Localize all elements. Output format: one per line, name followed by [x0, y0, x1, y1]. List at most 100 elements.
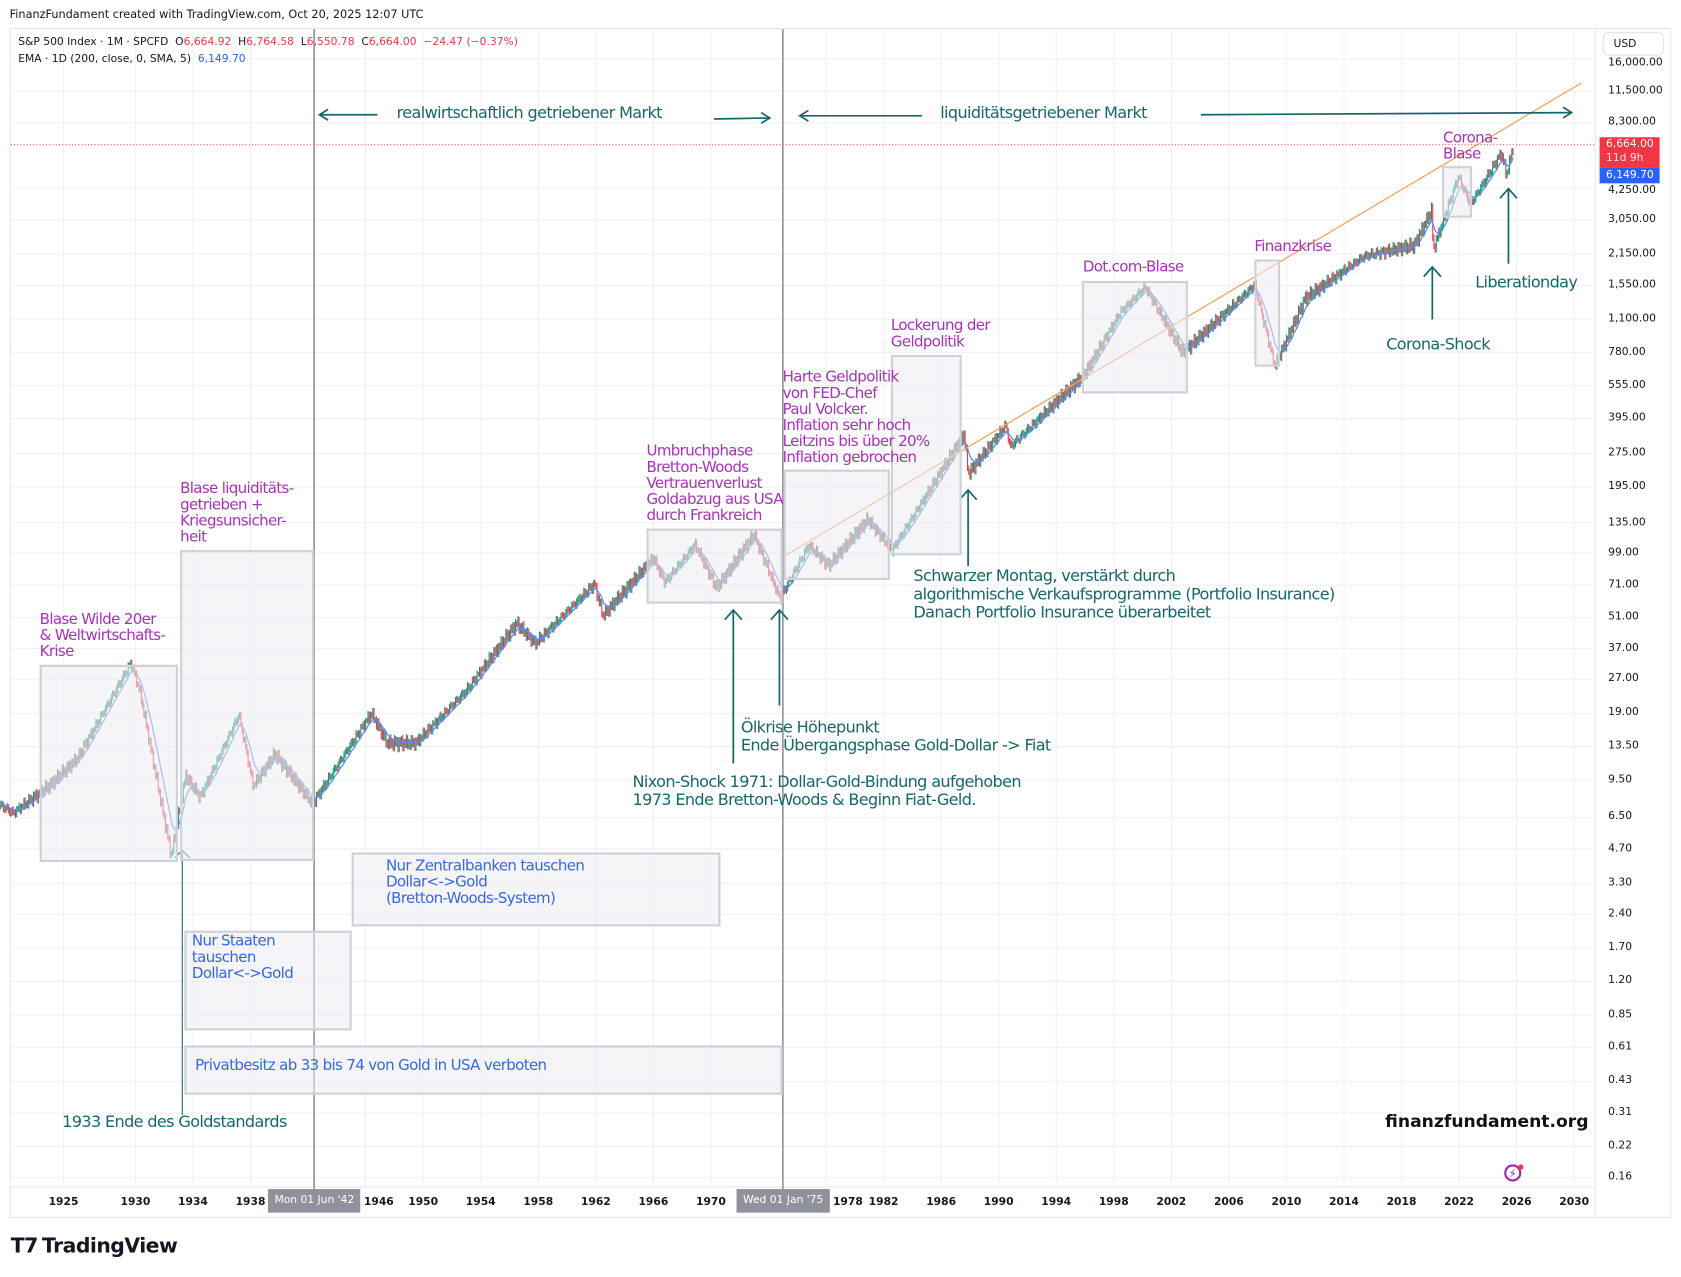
time-tick-label: 1986 — [926, 1196, 957, 1209]
arrows — [174, 106, 1574, 1116]
time-tick-label: 1934 — [178, 1196, 208, 1209]
label-oelkrise: Ölkrise Höhepunkt Ende Übergangsphase Go… — [740, 717, 1051, 755]
symbol-legend[interactable]: S&P 500 Index · 1M · SPCFD O6,664.92 H6,… — [18, 36, 518, 48]
price-tick-label: 0.22 — [1608, 1139, 1633, 1152]
label-corona-shock: Corona-Shock — [1386, 334, 1490, 354]
box-dotcom — [1081, 280, 1188, 394]
currency-button[interactable]: USD — [1602, 32, 1664, 56]
high-value: 6,764.58 — [246, 36, 294, 49]
tradingview-logo[interactable]: 𝗧𝟳 TradingView — [11, 1234, 178, 1258]
time-tick-label: 2010 — [1271, 1196, 1302, 1209]
price-tick-label: 135.00 — [1608, 516, 1646, 529]
arrow-left-real — [317, 108, 378, 121]
ema-value: 6,149.70 — [197, 53, 246, 66]
price-tick-label: 6.50 — [1608, 811, 1633, 823]
notification-dot — [1518, 1164, 1524, 1170]
price-tick-label: 1.70 — [1608, 941, 1633, 954]
time-tick-label: 1930 — [120, 1196, 151, 1209]
label-realwirtschaft: realwirtschaftlich getriebener Markt — [396, 102, 663, 123]
tradingview-brand: TradingView — [42, 1234, 178, 1258]
price-tick-label: 16,000.00 — [1608, 56, 1663, 69]
bar-countdown: 11d 9h — [1606, 152, 1644, 165]
price-tick-label: 3.30 — [1608, 876, 1633, 889]
price-tick-label: 2,150.00 — [1608, 247, 1656, 260]
label-goldstandard: 1933 Ende des Goldstandards — [62, 1111, 287, 1132]
box-umbruch — [646, 528, 783, 604]
time-tick-label: 2014 — [1329, 1196, 1359, 1209]
open-value: 6,664.92 — [183, 36, 232, 49]
close-value: 6,664.00 — [368, 36, 417, 49]
box-corona-blase — [1441, 166, 1472, 218]
label-lockerung: Lockerung der Geldpolitik — [890, 317, 991, 351]
price-tick-label: 71.00 — [1608, 578, 1639, 591]
price-tick-label: 19.00 — [1608, 706, 1639, 719]
box-lockerung — [890, 354, 962, 556]
price-tick-label: 3,050.00 — [1608, 213, 1656, 226]
arrow-right-real — [714, 111, 772, 125]
price-tick-label: 51.00 — [1608, 610, 1639, 623]
open-label: O — [175, 36, 184, 49]
price-tick-label: 0.85 — [1608, 1008, 1633, 1021]
label-blase20: Blase Wilde 20er & Weltwirtschafts- Kris… — [39, 611, 166, 661]
tradingview-logo-icon: 𝗧𝟳 — [10, 1234, 39, 1258]
label-corona-blase: Corona- Blase — [1443, 129, 1498, 163]
price-tick-label: 275.00 — [1608, 447, 1646, 460]
label-zentralbanken: Nur Zentralbanken tauschen Dollar<->Gold… — [385, 857, 585, 908]
high-label: H — [238, 36, 247, 49]
time-tick-label: 1994 — [1041, 1196, 1072, 1209]
box-finanzkrise — [1254, 259, 1281, 367]
box-volcker — [783, 469, 890, 581]
last-price: 6,664.00 — [1606, 138, 1654, 151]
label-finanzkrise: Finanzkrise — [1254, 238, 1332, 256]
price-tick-label: 1,550.00 — [1608, 279, 1656, 292]
price-tick-label: 195.00 — [1608, 480, 1646, 493]
ema-price-badge: 6,149.70 — [1599, 167, 1660, 184]
time-tick-label: 1990 — [983, 1196, 1014, 1209]
time-tick-label: 1962 — [580, 1196, 611, 1209]
box-blase-krieg — [180, 550, 315, 861]
arrow-right-liq — [1200, 106, 1574, 119]
box-zentralbanken — [351, 852, 721, 927]
time-tick-label: 1954 — [465, 1196, 496, 1209]
price-tick-label: 0.16 — [1608, 1170, 1633, 1183]
ema-label: EMA · 1D (200, close, 0, SMA, 5) — [18, 53, 192, 66]
price-tick-label: 4.70 — [1608, 842, 1633, 855]
crosshair-date-1975: Wed 01 Jan '75 — [736, 1189, 830, 1213]
label-schwarzer-montag: Schwarzer Montag, verstärkt durch algori… — [913, 566, 1335, 622]
time-tick-label: 1998 — [1098, 1196, 1129, 1209]
chart-frame — [9, 27, 1672, 1219]
watermark: finanzfundament.org — [1385, 1110, 1589, 1132]
price-tick-label: 0.31 — [1608, 1106, 1633, 1119]
label-nixon: Nixon-Shock 1971: Dollar-Gold-Bindung au… — [632, 771, 1022, 810]
time-tick-label: 1966 — [638, 1196, 669, 1209]
label-blase-krieg: Blase liquiditäts- getrieben + Kriegsuns… — [180, 480, 294, 546]
arrow-up-nixon — [770, 608, 789, 706]
price-tick-label: 0.61 — [1608, 1040, 1633, 1053]
price-tick-label: 8,300.00 — [1608, 116, 1656, 129]
label-privatbesitz: Privatbesitz ab 33 bis 74 von Gold in US… — [195, 1057, 547, 1075]
time-tick-label: 1946 — [363, 1196, 394, 1209]
time-tick-label: 1950 — [408, 1196, 439, 1209]
arrow-up-schwarzer-montag — [958, 488, 978, 567]
crosshair-date-1942: Mon 01 Jun '42 — [268, 1189, 361, 1213]
time-tick-label: 2002 — [1156, 1196, 1187, 1209]
lightning-icon[interactable]: ⚡ — [1504, 1164, 1522, 1182]
grid — [10, 28, 1596, 1217]
change-value: −24.47 (−0.37%) — [423, 36, 518, 49]
price-tick-label: 9.50 — [1608, 774, 1633, 786]
price-tick-label: 4,250.00 — [1608, 184, 1656, 197]
label-liberationday: Liberationday — [1475, 272, 1578, 292]
label-dotcom: Dot.com-Blase — [1082, 258, 1184, 276]
time-tick-label: 2026 — [1501, 1196, 1532, 1209]
price-tick-label: 395.00 — [1608, 412, 1646, 424]
box-staaten — [184, 930, 352, 1031]
ema-legend[interactable]: EMA · 1D (200, close, 0, SMA, 5) 6,149.7… — [18, 54, 245, 66]
price-tick-label: 0.43 — [1608, 1074, 1633, 1087]
price-tick-label: 555.00 — [1608, 379, 1646, 391]
close-label: C — [361, 36, 369, 49]
low-label: L — [300, 36, 307, 49]
label-volcker: Harte Geldpolitik von FED-Chef Paul Volc… — [782, 368, 931, 467]
price-tick-label: 27.00 — [1608, 672, 1639, 685]
box-privatbesitz — [184, 1045, 783, 1095]
